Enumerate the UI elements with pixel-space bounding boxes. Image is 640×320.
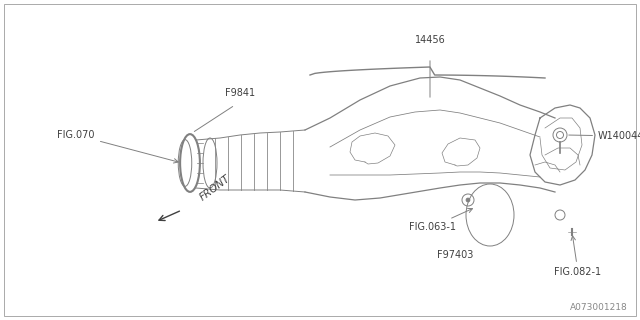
Text: F97403: F97403 bbox=[437, 250, 473, 260]
Text: FIG.070: FIG.070 bbox=[58, 130, 179, 163]
Text: FRONT: FRONT bbox=[198, 174, 232, 203]
Circle shape bbox=[466, 198, 470, 202]
Text: F9841: F9841 bbox=[225, 88, 255, 98]
Text: W140044: W140044 bbox=[569, 131, 640, 141]
Text: FIG.082-1: FIG.082-1 bbox=[554, 236, 602, 277]
Text: 14456: 14456 bbox=[415, 35, 445, 45]
Text: FIG.063-1: FIG.063-1 bbox=[408, 208, 472, 232]
Text: A073001218: A073001218 bbox=[570, 303, 628, 312]
